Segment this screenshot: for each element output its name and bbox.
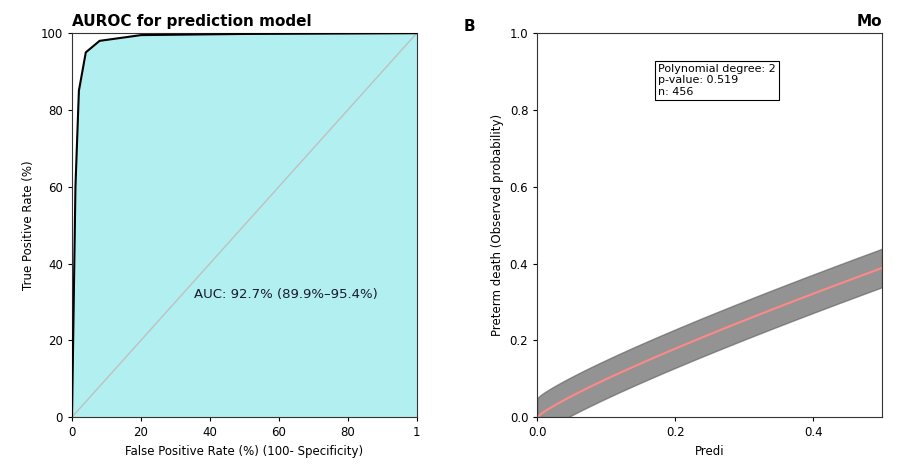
Text: Polynomial degree: 2
p-value: 0.519
n: 456: Polynomial degree: 2 p-value: 0.519 n: 4…	[658, 64, 776, 97]
Text: Mo: Mo	[857, 14, 882, 29]
X-axis label: Predi: Predi	[695, 445, 725, 458]
Text: AUC: 92.7% (89.9%–95.4%): AUC: 92.7% (89.9%–95.4%)	[194, 288, 378, 301]
Text: AUROC for prediction model: AUROC for prediction model	[72, 14, 311, 29]
Y-axis label: True Positive Rate (%): True Positive Rate (%)	[22, 160, 35, 290]
X-axis label: False Positive Rate (%) (100- Specificity): False Positive Rate (%) (100- Specificit…	[125, 445, 364, 458]
Y-axis label: Preterm death (Observed probability): Preterm death (Observed probability)	[491, 114, 504, 336]
Text: B: B	[464, 19, 475, 34]
